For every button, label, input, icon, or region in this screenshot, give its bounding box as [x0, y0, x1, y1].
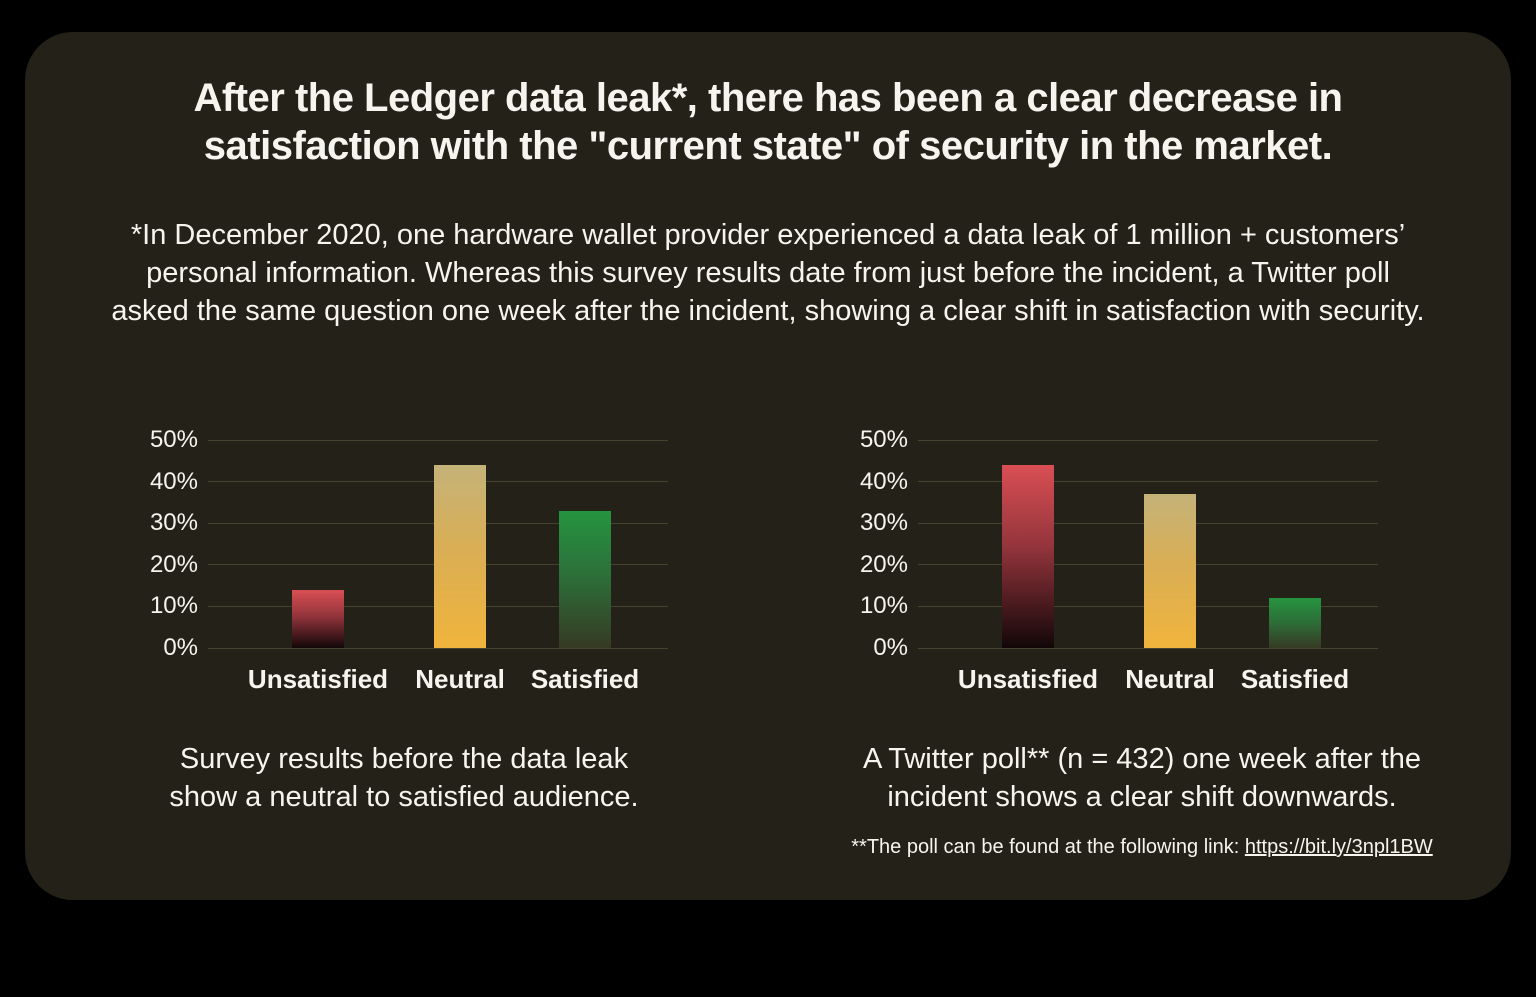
bar-unsatisfied: [1002, 464, 1054, 648]
plot-area: [208, 439, 668, 649]
y-tick-label: 40%: [149, 467, 198, 495]
y-tick-label: 20%: [149, 550, 198, 578]
gridline: [208, 647, 668, 649]
page-title-line: satisfaction with the "current state" of…: [203, 124, 1333, 168]
footnote: **The poll can be found at the following…: [822, 834, 1462, 860]
chart-before-leak: 0% 10% 20% 30% 40% 50% Unsatisfied Neutral Sati…: [140, 426, 668, 860]
chart-after-leak: 0% 10% 20% 30% 40% 50% Unsatisfied Neutral Sati…: [850, 426, 1432, 860]
category-label: Neutral: [1125, 664, 1215, 694]
category-label: Unsatisfied: [247, 664, 389, 694]
infographic-card: After the Ledger data leak*, there has b…: [25, 32, 1511, 900]
subtitle-line: asked the same question one week after t…: [111, 295, 1425, 327]
subtitle-line: personal information. Whereas this surve…: [146, 257, 1390, 289]
category-label: Neutral: [415, 664, 505, 694]
category-label: Unsatisfied: [957, 664, 1099, 694]
chart-caption: Survey results before the data leak show…: [84, 740, 724, 816]
gridline: [918, 439, 1378, 441]
x-axis-labels: Unsatisfied Neutral Satisfied: [208, 664, 668, 694]
y-tick-label: 30%: [149, 509, 198, 537]
y-axis-ticks: 0% 10% 20% 30% 40% 50%: [140, 426, 198, 661]
plot-area: [918, 439, 1378, 649]
bar-neutral: [1144, 494, 1196, 648]
chart-caption-line: show a neutral to satisfied audience.: [169, 781, 639, 813]
category-label: Satisfied: [1240, 664, 1350, 694]
chart-caption: A Twitter poll** (n = 432) one week afte…: [822, 740, 1462, 816]
subtitle-line: *In December 2020, one hardware wallet p…: [130, 219, 1406, 251]
gridline: [918, 647, 1378, 649]
chart-area: 0% 10% 20% 30% 40% 50%: [140, 426, 668, 661]
y-tick-label: 10%: [859, 592, 908, 620]
y-tick-label: 30%: [859, 509, 908, 537]
page-title: After the Ledger data leak*, there has b…: [25, 74, 1511, 170]
y-tick-label: 50%: [149, 426, 198, 453]
y-tick-label: 40%: [859, 467, 908, 495]
bar-satisfied: [559, 510, 611, 648]
chart-caption-line: Survey results before the data leak: [179, 743, 629, 775]
page-title-line: After the Ledger data leak*, there has b…: [193, 76, 1343, 120]
y-tick-label: 0%: [163, 634, 198, 661]
gridline: [918, 481, 1378, 483]
charts-row: 0% 10% 20% 30% 40% 50% Unsatisfied Neutral Sati…: [25, 426, 1511, 860]
subtitle-note: *In December 2020, one hardware wallet p…: [25, 216, 1511, 330]
chart-area: 0% 10% 20% 30% 40% 50%: [850, 426, 1378, 661]
chart-caption-line: incident shows a clear shift downwards.: [887, 781, 1397, 813]
y-tick-label: 50%: [859, 426, 908, 453]
footnote-text: **The poll can be found at the following…: [851, 836, 1245, 858]
category-label: Satisfied: [530, 664, 640, 694]
y-tick-label: 10%: [149, 592, 198, 620]
chart-caption-line: A Twitter poll** (n = 432) one week afte…: [862, 743, 1422, 775]
footnote-link[interactable]: https://bit.ly/3npl1BW: [1244, 836, 1433, 858]
y-tick-label: 0%: [873, 634, 908, 661]
gridline: [208, 439, 668, 441]
y-axis-ticks: 0% 10% 20% 30% 40% 50%: [850, 426, 908, 661]
x-axis-labels: Unsatisfied Neutral Satisfied: [918, 664, 1378, 694]
y-tick-label: 20%: [859, 550, 908, 578]
bar-satisfied: [1269, 598, 1321, 648]
bar-unsatisfied: [292, 589, 344, 648]
bar-neutral: [434, 464, 486, 648]
